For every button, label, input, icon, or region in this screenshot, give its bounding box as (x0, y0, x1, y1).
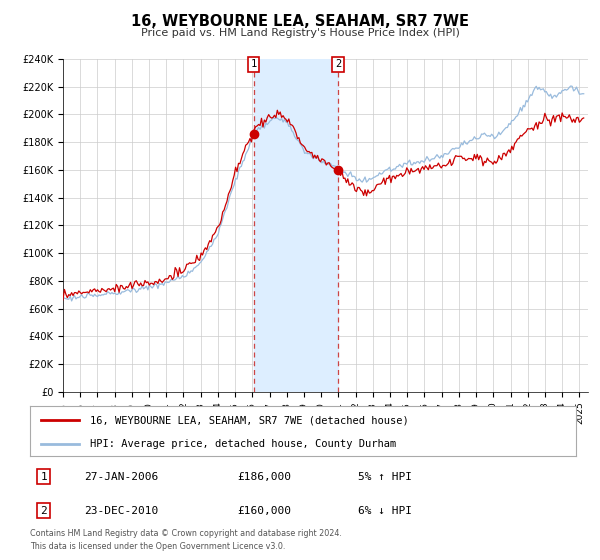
Text: 23-DEC-2010: 23-DEC-2010 (85, 506, 159, 516)
Text: 5% ↑ HPI: 5% ↑ HPI (358, 472, 412, 482)
Text: Contains HM Land Registry data © Crown copyright and database right 2024.: Contains HM Land Registry data © Crown c… (30, 529, 342, 538)
Text: 16, WEYBOURNE LEA, SEAHAM, SR7 7WE: 16, WEYBOURNE LEA, SEAHAM, SR7 7WE (131, 14, 469, 29)
Text: £186,000: £186,000 (238, 472, 292, 482)
Text: This data is licensed under the Open Government Licence v3.0.: This data is licensed under the Open Gov… (30, 542, 286, 550)
Text: £160,000: £160,000 (238, 506, 292, 516)
Bar (254, 59, 338, 392)
Text: HPI: Average price, detached house, County Durham: HPI: Average price, detached house, Coun… (90, 439, 397, 449)
Text: 16, WEYBOURNE LEA, SEAHAM, SR7 7WE (detached house): 16, WEYBOURNE LEA, SEAHAM, SR7 7WE (deta… (90, 415, 409, 425)
Text: 1: 1 (40, 472, 47, 482)
Text: 2: 2 (335, 59, 341, 69)
Text: Price paid vs. HM Land Registry's House Price Index (HPI): Price paid vs. HM Land Registry's House … (140, 28, 460, 38)
Text: 1: 1 (250, 59, 257, 69)
Text: 27-JAN-2006: 27-JAN-2006 (85, 472, 159, 482)
Text: 2: 2 (40, 506, 47, 516)
Text: 6% ↓ HPI: 6% ↓ HPI (358, 506, 412, 516)
